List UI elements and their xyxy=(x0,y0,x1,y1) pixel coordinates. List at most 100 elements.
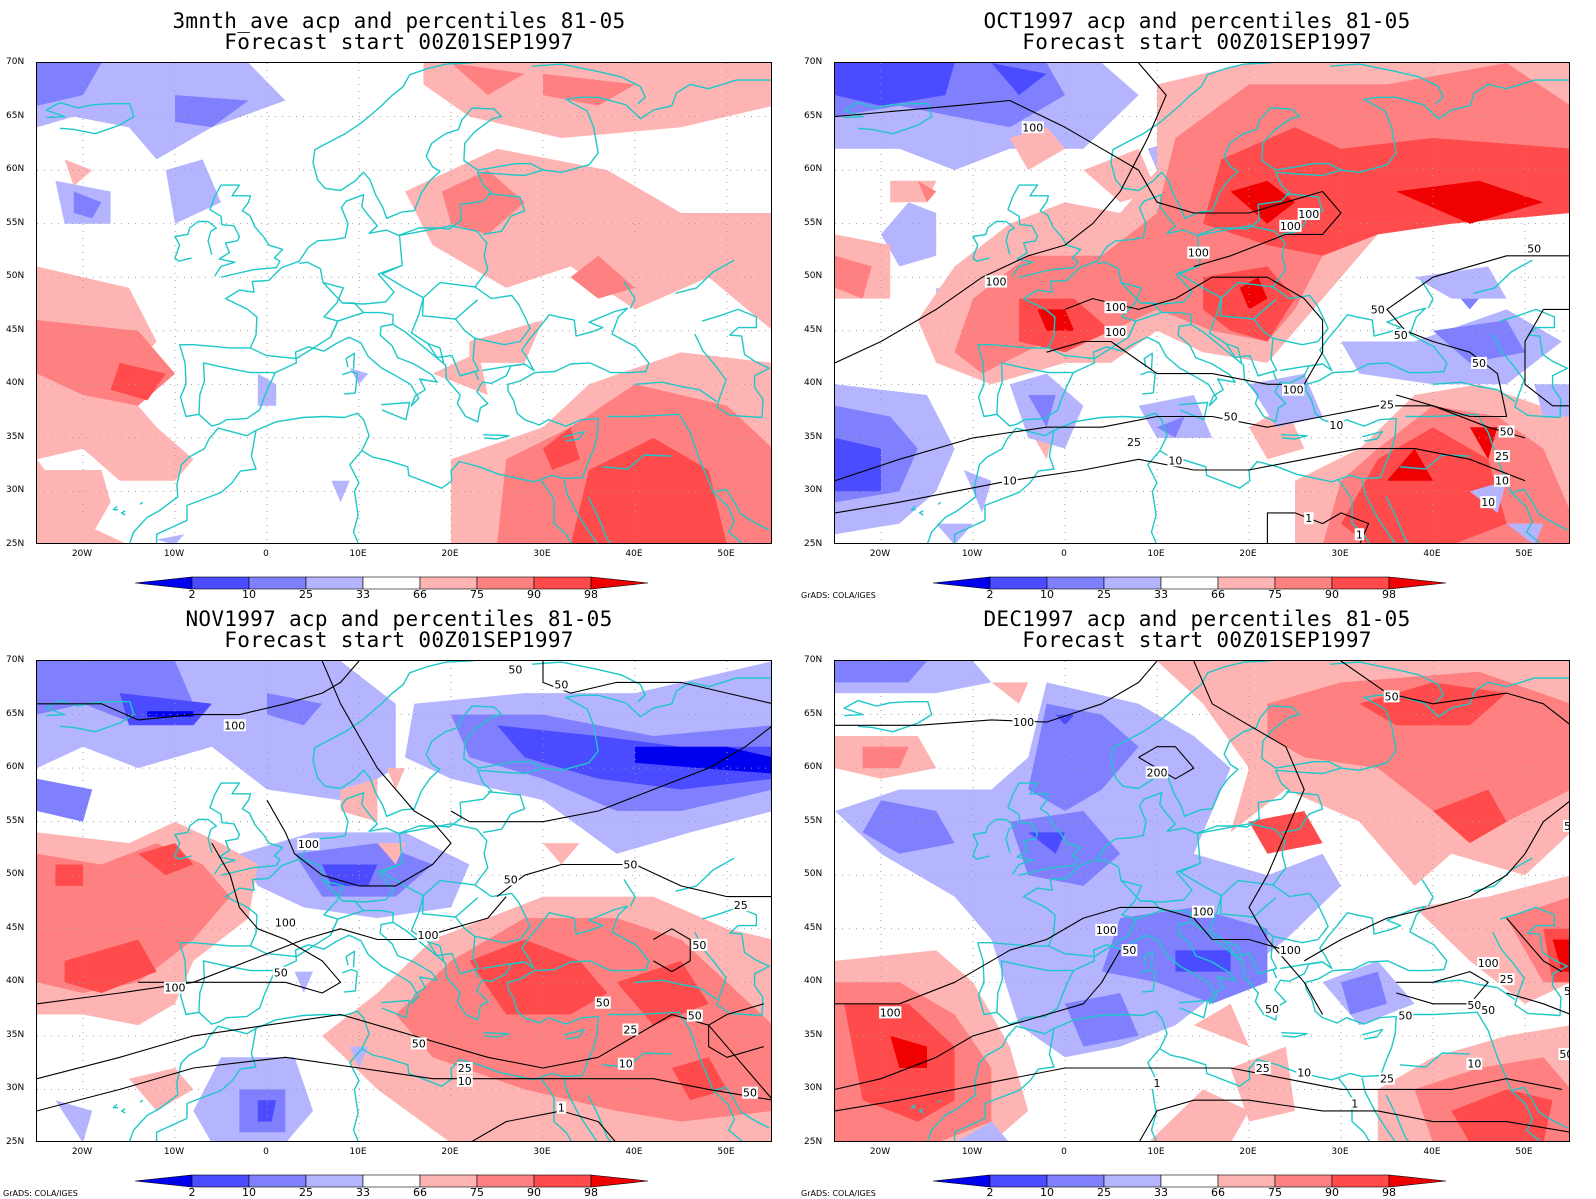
contour-label: 100 xyxy=(1013,716,1034,729)
contour-label-bg xyxy=(1369,303,1386,316)
latitude-label: 70N xyxy=(6,57,25,67)
contour-label: 10 xyxy=(1481,496,1495,509)
percentile-area xyxy=(469,939,608,1015)
coastline xyxy=(1364,493,1396,543)
contour-label: 50 xyxy=(692,939,706,952)
colorbar-label: 75 xyxy=(1268,1186,1282,1199)
coastline xyxy=(427,940,445,962)
latitude-label: 30N xyxy=(804,485,823,496)
colorbar-swatch xyxy=(989,576,1048,590)
contour-label-bg xyxy=(1471,356,1487,369)
colorbar-swatch xyxy=(419,576,478,590)
contour-label: 50 xyxy=(508,664,522,677)
percentile-area xyxy=(1175,950,1231,972)
longitude-label: 20E xyxy=(441,549,459,559)
coastline xyxy=(1179,225,1329,377)
colorbar-swatch xyxy=(248,576,307,590)
coastline xyxy=(531,661,646,703)
longitude-label: 30E xyxy=(533,549,551,559)
contour-label-bg xyxy=(691,938,708,951)
coastline xyxy=(45,699,135,733)
contour-label: 25 xyxy=(1256,1062,1270,1075)
colorbar-label: 75 xyxy=(470,1186,484,1199)
contour-line xyxy=(1266,512,1370,543)
contour-label-bg xyxy=(686,1009,703,1022)
percentile-area xyxy=(635,746,771,774)
coastline xyxy=(926,905,1448,1141)
colorbar-label: 90 xyxy=(1325,1186,1339,1199)
longitude-label: 40E xyxy=(625,549,643,559)
coastline xyxy=(329,909,394,936)
longitude-label: 50E xyxy=(717,1147,735,1157)
coastline xyxy=(972,818,1016,860)
coastline xyxy=(1219,281,1277,320)
contour-label: 10 xyxy=(1297,1066,1311,1079)
percentile-area xyxy=(1396,180,1544,224)
coastline xyxy=(1280,363,1323,372)
percentile-area xyxy=(543,843,580,865)
coastline xyxy=(910,505,916,511)
colorbar-label: 98 xyxy=(584,588,598,601)
colorbar-swatch xyxy=(476,576,535,590)
percentile-area xyxy=(616,960,709,1026)
longitude-label: 40E xyxy=(1423,549,1441,559)
latitude-label: 45N xyxy=(6,324,25,335)
coastline xyxy=(566,1091,598,1141)
contour-label-bg xyxy=(1167,454,1184,467)
longitude-label: 0 xyxy=(1061,1147,1067,1157)
latitude-label: 25N xyxy=(6,1137,25,1147)
latitude-label: 55N xyxy=(6,217,25,228)
contour-line xyxy=(1340,661,1569,725)
coastline xyxy=(381,823,531,975)
contour-label: 100 xyxy=(1096,924,1117,937)
contour-label: 100 xyxy=(165,982,186,995)
coastline xyxy=(1140,370,1156,395)
colorbar-swatch xyxy=(1274,576,1333,590)
contour-label: 50 xyxy=(743,1087,757,1100)
contour-label-bg xyxy=(553,678,570,691)
contour-line xyxy=(37,1013,771,1099)
percentile-area xyxy=(1028,832,1065,854)
contour-line xyxy=(835,448,1526,514)
latitude-label: 60N xyxy=(6,762,25,773)
colorbar-label: 75 xyxy=(470,588,484,601)
map-area: 5050100200501001005010010025255050505050… xyxy=(834,660,1570,1142)
colorbar-swatch xyxy=(1103,1174,1162,1188)
coastline xyxy=(1147,1048,1161,1141)
coastline xyxy=(1421,879,1434,907)
percentile-area xyxy=(165,159,221,224)
contour-label: 100 xyxy=(224,719,245,732)
coastline xyxy=(712,1089,743,1141)
contour-label: 50 xyxy=(1122,944,1136,957)
coastline xyxy=(937,1099,942,1103)
latitude-label: 50N xyxy=(6,869,25,880)
coastline xyxy=(112,1103,118,1109)
contour-label: 50 xyxy=(1559,1048,1570,1061)
coastline xyxy=(1140,968,1156,993)
coastline xyxy=(1225,342,1243,364)
coastline xyxy=(345,950,356,968)
percentile-area xyxy=(55,1100,93,1141)
longitude-label: 10W xyxy=(163,549,185,559)
latitude-label: 35N xyxy=(804,1029,823,1040)
contour-label-bg xyxy=(410,1037,427,1050)
coastline xyxy=(174,818,218,860)
contour-line xyxy=(653,928,691,973)
contour-label: 100 xyxy=(1193,906,1214,919)
percentile-area xyxy=(1083,148,1157,203)
coastline xyxy=(128,905,650,1141)
latitude-label: 55N xyxy=(804,217,823,228)
coastline xyxy=(843,101,933,135)
map-area: 100 100 100 100 100 100 100 100 50 50 50 50 50 50 25 25… xyxy=(834,62,1570,544)
contour-label-bg xyxy=(1126,436,1142,449)
longitude-label: 50E xyxy=(717,549,735,559)
contour-label: 50 xyxy=(1472,357,1486,370)
contour-label-bg xyxy=(1328,419,1345,432)
coastline xyxy=(563,1077,568,1092)
contour-label: 50 xyxy=(596,997,610,1010)
longitude-label: 10E xyxy=(349,549,367,559)
contour-label-bg xyxy=(1494,474,1510,487)
colorbar xyxy=(134,1174,649,1188)
colorbar-label: 66 xyxy=(1211,588,1225,601)
coastline xyxy=(713,1086,770,1129)
